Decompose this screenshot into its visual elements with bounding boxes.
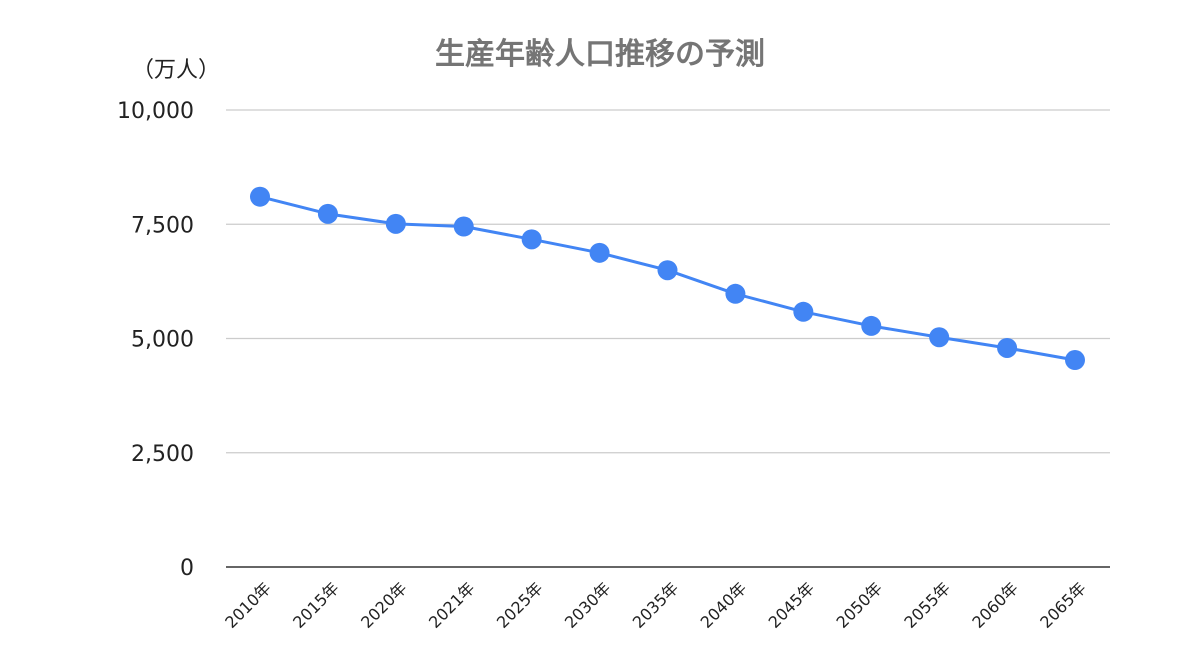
x-tick-label: 2021年 [425, 578, 479, 632]
x-tick-label: 2065年 [1036, 578, 1090, 632]
data-point [725, 283, 746, 304]
data-point [317, 203, 338, 224]
x-tick-label: 2025年 [493, 578, 547, 632]
y-tick-label: 7,500 [131, 213, 194, 238]
x-tick-label: 2030年 [561, 578, 615, 632]
y-tick-label: 2,500 [131, 442, 194, 467]
y-tick-label: 0 [180, 556, 194, 581]
x-tick-label: 2055年 [900, 578, 954, 632]
x-tick-label: 2015年 [289, 578, 343, 632]
y-tick-label: 5,000 [131, 328, 194, 353]
series-layer [250, 186, 1085, 371]
x-tick-label: 2045年 [765, 578, 819, 632]
data-point [385, 213, 406, 234]
chart-title: 生産年齢人口推移の予測 [435, 37, 765, 72]
x-tick-label: 2035年 [629, 578, 683, 632]
x-tick-label: 2040年 [697, 578, 751, 632]
data-point [589, 242, 610, 263]
data-point [929, 327, 950, 348]
data-point [657, 260, 678, 281]
data-point [997, 337, 1018, 358]
x-tick-label: 2050年 [833, 578, 887, 632]
y-tick-label: 10,000 [117, 99, 194, 124]
y-axis-tick-labels: 0 2,500 5,000 7,500 10,000 [117, 99, 194, 581]
x-tick-label: 2010年 [221, 578, 275, 632]
data-point [521, 229, 542, 250]
data-point [861, 315, 882, 336]
data-point [250, 186, 270, 207]
data-point [453, 216, 474, 237]
data-point [1065, 350, 1085, 371]
x-axis-tick-labels: 2010年 2015年 2020年 2021年 2025年 2030年 2035年 2040年… [221, 578, 1090, 632]
y-axis-unit-label: （万人） [132, 58, 220, 83]
x-tick-label: 2060年 [968, 578, 1022, 632]
x-tick-label: 2020年 [357, 578, 411, 632]
data-point [793, 301, 814, 322]
gridlines [226, 109, 1110, 454]
